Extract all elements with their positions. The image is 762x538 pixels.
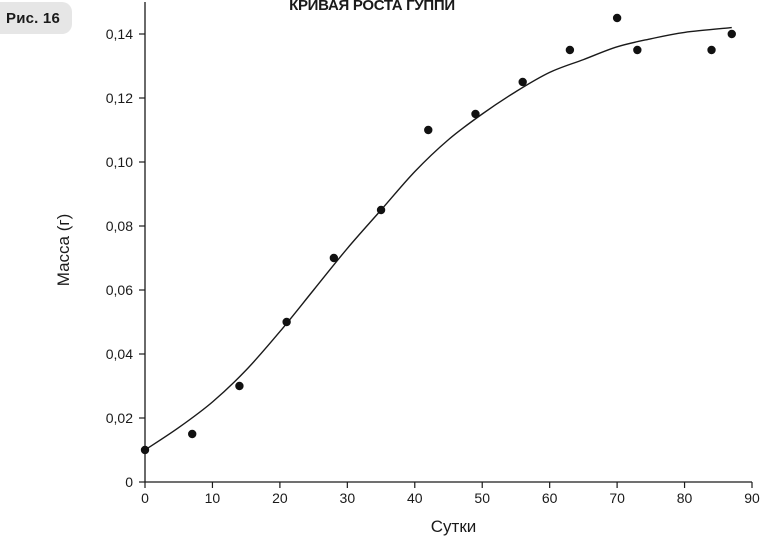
data-point xyxy=(707,45,716,55)
data-points xyxy=(140,13,736,455)
y-tick-label: 0,14 xyxy=(106,26,133,42)
data-point xyxy=(565,45,575,55)
x-ticks: 0 10 20 30 40 50 60 70 80 90 xyxy=(141,482,760,506)
x-tick-label: 10 xyxy=(205,490,221,506)
data-point xyxy=(140,445,150,455)
figure-badge: Рис. 16 xyxy=(0,2,72,34)
x-tick-label: 0 xyxy=(141,490,149,506)
x-tick-label: 20 xyxy=(272,490,288,506)
figure-label: Рис. 16 xyxy=(6,10,60,27)
x-tick-label: 70 xyxy=(609,490,625,506)
y-tick-label: 0,02 xyxy=(106,410,133,426)
data-point xyxy=(727,29,736,39)
data-point xyxy=(329,253,339,263)
y-tick-label: 0 xyxy=(125,474,133,490)
y-ticks: 0 0,02 0,04 0,06 0,08 0,10 0,12 0,14 xyxy=(106,26,145,490)
data-point xyxy=(188,429,197,439)
x-tick-label: 30 xyxy=(340,490,356,506)
x-tick-label: 60 xyxy=(542,490,558,506)
data-point xyxy=(424,125,433,135)
data-point xyxy=(633,45,642,55)
growth-curve-line xyxy=(144,26,732,451)
data-point xyxy=(235,381,244,391)
x-tick-label: 80 xyxy=(677,490,693,506)
chart-title: КРИВАЯ РОСТА ГУППИ xyxy=(289,0,455,14)
data-point xyxy=(376,205,386,215)
x-tick-label: 50 xyxy=(474,490,490,506)
y-tick-label: 0,10 xyxy=(106,154,133,170)
data-point xyxy=(612,13,622,23)
x-tick-label: 90 xyxy=(744,490,760,506)
y-tick-label: 0,06 xyxy=(106,282,133,298)
x-tick-label: 40 xyxy=(407,490,423,506)
data-point xyxy=(282,317,291,327)
x-axis-title: Сутки xyxy=(431,517,477,536)
y-tick-label: 0,04 xyxy=(106,346,133,362)
data-point xyxy=(518,77,527,87)
y-tick-label: 0,08 xyxy=(106,218,133,234)
y-tick-label: 0,12 xyxy=(106,90,133,106)
y-axis-title: Масса (г) xyxy=(54,214,73,287)
data-point xyxy=(471,109,480,119)
